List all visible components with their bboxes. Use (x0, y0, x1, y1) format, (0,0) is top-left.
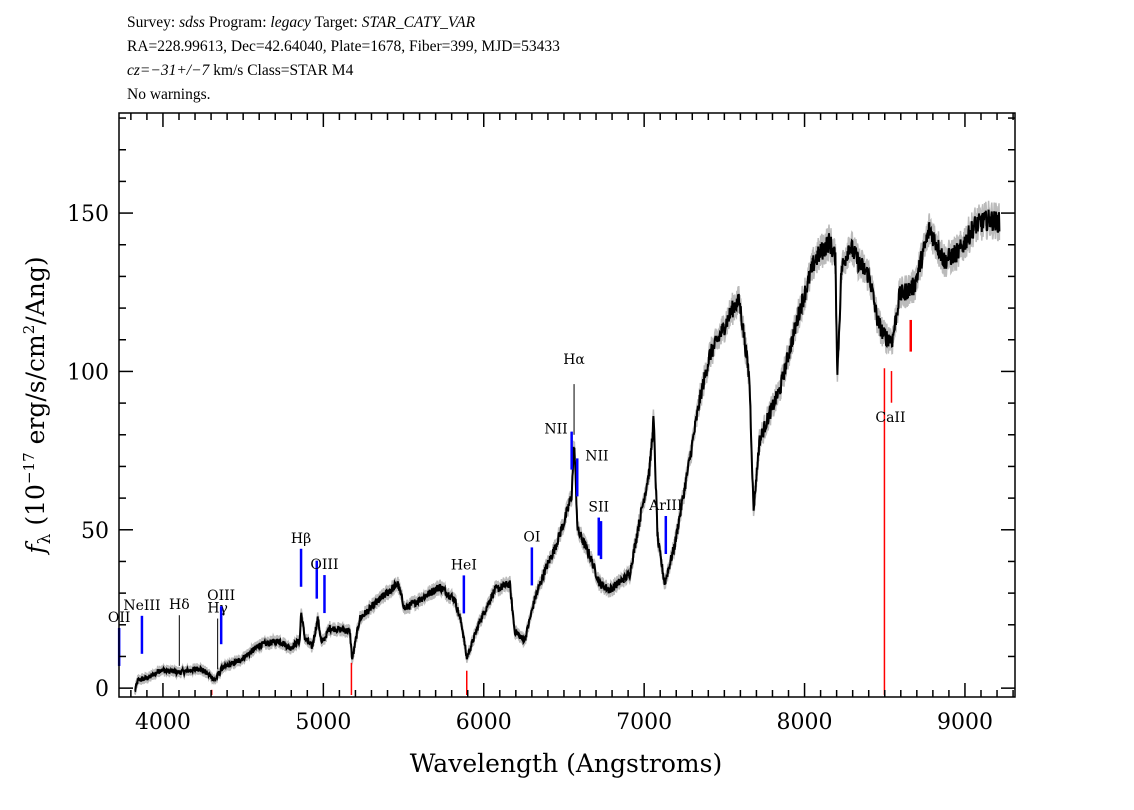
program-label: Program: (204, 14, 271, 31)
x-tick-label: 9000 (937, 710, 993, 735)
class-text: km/s Class=STAR M4 (209, 62, 354, 79)
line-label: ArIII (648, 498, 682, 514)
spectrum-line (134, 209, 1001, 693)
x-tick-label: 4000 (135, 710, 191, 735)
x-tick-label: 7000 (616, 710, 672, 735)
y-tick-label: 150 (67, 202, 109, 227)
header-line-3: cz=−31+/−7 km/s Class=STAR M4 (127, 60, 353, 82)
line-label: NII (544, 422, 567, 438)
line-label: CaII (875, 410, 905, 426)
plot-frame (118, 112, 1016, 698)
line-label: Hβ (291, 531, 311, 547)
y-tick-label: 100 (67, 360, 109, 385)
line-label: SII (588, 500, 609, 516)
survey-label: Survey: (127, 14, 180, 31)
x-tick-label: 6000 (456, 710, 512, 735)
program-value: legacy (270, 14, 311, 31)
x-tick-label: 5000 (295, 710, 351, 735)
header-line-1: Survey: sdss Program: legacy Target: STA… (127, 12, 475, 34)
line-label: Hδ (169, 597, 190, 613)
line-label: NII (585, 448, 608, 464)
cz-value: −31+/−7 (150, 62, 210, 79)
y-tick-label: 0 (95, 677, 109, 702)
x-axis-label: Wavelength (Angstroms) (410, 749, 722, 778)
line-label: HeI (451, 557, 477, 573)
x-tick-label: 8000 (777, 710, 833, 735)
line-label: Hα (563, 352, 585, 368)
line-label: OIII (310, 557, 338, 573)
line-label: NeIII (123, 598, 160, 614)
target-label: Target: (310, 14, 362, 31)
line-label: OI (523, 529, 540, 545)
line-label: OIII (207, 588, 235, 604)
y-tick-label: 50 (81, 519, 109, 544)
survey-value: sdss (179, 14, 205, 31)
y-axis-label: fλ (10−17 erg/s/cm2/Ang) (20, 256, 55, 555)
line-label: Hγ (207, 601, 228, 617)
cz-label: cz= (127, 62, 151, 79)
header-line-2: RA=228.99613, Dec=42.64040, Plate=1678, … (127, 38, 560, 55)
header-line-4: No warnings. (127, 86, 211, 103)
target-value: STAR_CATY_VAR (361, 14, 476, 31)
